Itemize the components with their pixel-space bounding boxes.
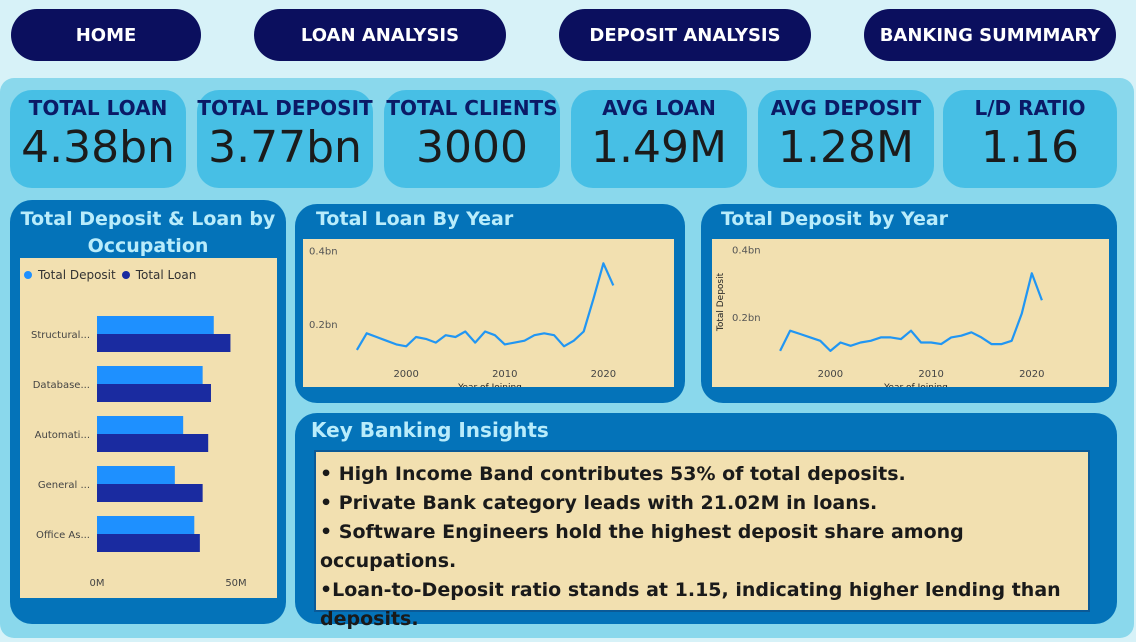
loan-bar	[97, 384, 211, 402]
loan-by-year-title: Total Loan By Year	[316, 208, 514, 230]
y-tick-label: Structural...	[31, 330, 90, 341]
y-tick-label: 0.2bn	[732, 313, 761, 324]
loan-bar	[97, 484, 203, 502]
x-tick-label: 0M	[90, 578, 105, 589]
loan-by-year-plot: 0.2bn 0.4bn 2000 2010 2020 Year of Joining	[303, 239, 674, 387]
deposit-bar	[97, 466, 175, 484]
deposit-bar	[97, 416, 184, 434]
loan-bar	[97, 534, 200, 552]
y-tick-label: 0.4bn	[732, 246, 761, 257]
legend-deposit-marker	[24, 271, 32, 279]
kpi-total-loan: TOTAL LOAN 4.38bn	[10, 90, 186, 188]
kpi-total-loan-value: 4.38bn	[21, 122, 175, 173]
kpi-total-deposit: TOTAL DEPOSIT 3.77bn	[197, 90, 373, 188]
deposit-by-year-title: Total Deposit by Year	[721, 208, 949, 230]
y-axis-label: Total Deposit	[716, 272, 726, 332]
legend-loan-label: Total Loan	[135, 268, 197, 282]
x-tick-label: 2020	[1019, 369, 1044, 380]
y-tick-label: General ...	[38, 480, 90, 491]
occupation-bar-chart: Structural... Database... Automati... Gener…	[31, 316, 247, 589]
insights-text-box: • High Income Band contributes 53% of to…	[314, 450, 1090, 630]
nav-loan-analysis-button[interactable]: LOAN ANALYSIS	[254, 9, 506, 61]
x-tick-label: 2010	[492, 369, 517, 380]
insight-line: • Private Bank category leads with 21.02…	[320, 492, 878, 514]
x-axis-label: Year of Joining	[883, 383, 948, 387]
legend-loan-marker	[121, 271, 130, 279]
deposit-bar	[97, 366, 203, 384]
kpi-ld-ratio: L/D RATIO 1.16	[943, 90, 1117, 188]
insight-line: • High Income Band contributes 53% of to…	[320, 463, 906, 485]
kpi-ld-ratio-value: 1.16	[981, 122, 1079, 173]
legend-deposit-label: Total Deposit	[38, 268, 116, 282]
x-tick-label: 50M	[225, 578, 246, 589]
kpi-ld-ratio-label: L/D RATIO	[974, 96, 1086, 120]
kpi-avg-deposit-label: AVG DEPOSIT	[770, 96, 922, 120]
kpi-total-deposit-value: 3.77bn	[208, 122, 362, 173]
kpi-avg-loan-value: 1.49M	[591, 122, 727, 173]
y-tick-label: 0.2bn	[309, 320, 338, 331]
kpi-avg-deposit: AVG DEPOSIT 1.28M	[758, 90, 934, 188]
kpi-total-clients-value: 3000	[416, 122, 528, 173]
loan-bar	[97, 434, 209, 452]
occupation-chart-plot: Total Deposit Total Loan Structural... Da…	[20, 258, 277, 598]
kpi-avg-loan: AVG LOAN 1.49M	[571, 90, 747, 188]
kpi-total-clients-label: TOTAL CLIENTS	[386, 96, 558, 120]
deposit-by-year-panel: Total Deposit by Year 0.2bn 0.4bn 2000 2010…	[701, 204, 1117, 403]
occupation-chart-title: Total Deposit & Loan by Occupation	[20, 208, 276, 257]
y-tick-label: Database...	[33, 380, 90, 391]
deposit-by-year-line-chart: 0.2bn 0.4bn 2000 2010 2020 Year of Joining Tot…	[716, 246, 1045, 387]
series-line	[779, 272, 1043, 353]
series-line	[355, 262, 615, 351]
deposit-by-year-plot: 0.2bn 0.4bn 2000 2010 2020 Year of Joining Tot…	[712, 239, 1109, 387]
insights-title: Key Banking Insights	[311, 418, 549, 442]
loan-by-year-panel: Total Loan By Year 0.2bn 0.4bn 2000 2010 202…	[295, 204, 685, 403]
y-tick-label: 0.4bn	[309, 246, 338, 257]
kpi-avg-deposit-value: 1.28M	[778, 122, 914, 173]
kpi-total-loan-label: TOTAL LOAN	[28, 96, 168, 120]
loan-by-year-line-chart: 0.2bn 0.4bn 2000 2010 2020 Year of Joining	[309, 246, 616, 387]
insight-line: •Loan-to-Deposit ratio stands at 1.15, i…	[320, 579, 1061, 630]
x-tick-label: 2000	[393, 369, 418, 380]
kpi-total-clients: TOTAL CLIENTS 3000	[384, 90, 560, 188]
occupation-chart-legend: Total Deposit Total Loan	[24, 268, 196, 282]
x-tick-label: 2000	[818, 369, 843, 380]
insight-line: • Software Engineers hold the highest de…	[320, 521, 964, 572]
x-tick-label: 2010	[918, 369, 943, 380]
x-tick-label: 2020	[591, 369, 616, 380]
occupation-chart-panel: Total Deposit & Loan by Occupation Total…	[10, 200, 286, 624]
deposit-bar	[97, 516, 195, 534]
deposit-bar	[97, 316, 214, 334]
nav-banking-summary-button[interactable]: BANKING SUMMMARY	[864, 9, 1116, 61]
kpi-total-deposit-label: TOTAL DEPOSIT	[197, 96, 373, 120]
nav-deposit-analysis-button[interactable]: DEPOSIT ANALYSIS	[559, 9, 811, 61]
y-tick-label: Office As...	[36, 530, 90, 541]
loan-bar	[97, 334, 231, 352]
kpi-avg-loan-label: AVG LOAN	[602, 96, 716, 120]
y-tick-label: Automati...	[35, 430, 90, 441]
x-axis-label: Year of Joining	[457, 383, 522, 387]
nav-home-button[interactable]: HOME	[11, 9, 201, 61]
